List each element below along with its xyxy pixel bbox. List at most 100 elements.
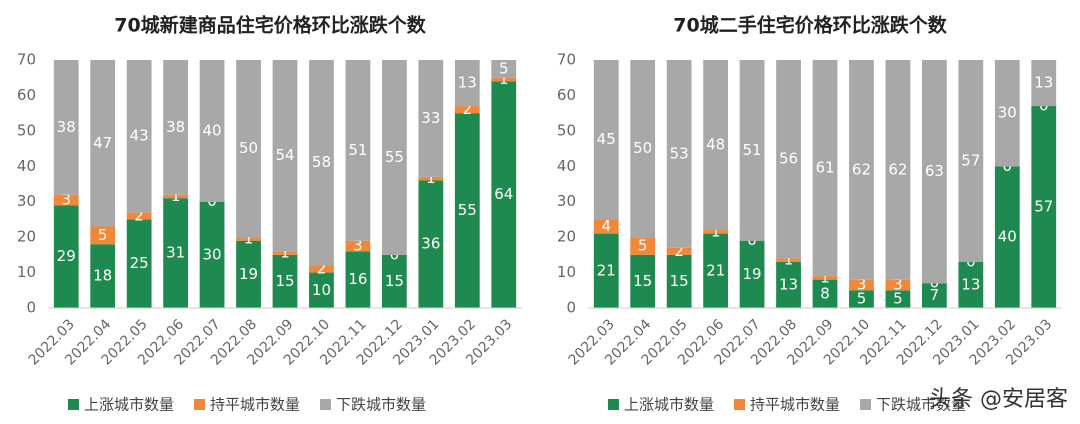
value-label: 5 bbox=[98, 226, 108, 244]
y-tick-label: 20 bbox=[557, 228, 576, 246]
bar-segment bbox=[345, 240, 371, 252]
value-label: 19 bbox=[743, 265, 762, 283]
bar-segment bbox=[418, 180, 444, 308]
bar-segment bbox=[345, 60, 371, 241]
y-tick-label: 10 bbox=[557, 263, 576, 281]
value-label: 61 bbox=[815, 159, 834, 177]
bar-segment bbox=[309, 272, 334, 308]
legend-swatch bbox=[608, 399, 619, 410]
y-tick-label: 40 bbox=[557, 157, 576, 175]
bar-segment bbox=[593, 233, 619, 308]
bar-segment bbox=[703, 230, 729, 234]
value-label: 1 bbox=[784, 251, 794, 269]
legend-swatch bbox=[860, 399, 872, 410]
value-label: 55 bbox=[458, 201, 477, 219]
bar-segment bbox=[236, 237, 261, 241]
bar-segment bbox=[994, 60, 1020, 167]
bar-segment bbox=[126, 219, 152, 308]
bar-segment bbox=[630, 60, 656, 238]
value-label: 51 bbox=[743, 141, 762, 159]
value-label: 15 bbox=[670, 272, 689, 290]
value-label: 19 bbox=[239, 265, 258, 283]
bar-segment bbox=[90, 60, 116, 227]
bar-segment bbox=[849, 279, 874, 291]
value-label: 62 bbox=[888, 160, 907, 178]
bar-segment bbox=[163, 60, 189, 195]
value-label: 5 bbox=[857, 290, 867, 308]
value-label: 3 bbox=[61, 190, 71, 208]
bar-segment bbox=[454, 60, 480, 107]
bar-segment bbox=[236, 240, 261, 308]
legend-swatch bbox=[194, 399, 206, 410]
value-label: 13 bbox=[779, 275, 798, 293]
bar-segment bbox=[199, 60, 225, 202]
bar-segment bbox=[418, 176, 444, 181]
bar-segment bbox=[666, 247, 692, 255]
value-label: 2 bbox=[674, 242, 684, 260]
y-tick-label: 0 bbox=[566, 299, 576, 317]
value-label: 38 bbox=[57, 118, 76, 136]
value-label: 10 bbox=[312, 281, 331, 299]
chart-title: 70城二手住宅价格环比涨跌个数 bbox=[673, 14, 947, 37]
legend-swatch bbox=[734, 399, 746, 410]
value-label: 56 bbox=[779, 150, 798, 168]
legend-label: 持平城市数量 bbox=[750, 396, 840, 414]
y-tick-label: 60 bbox=[17, 86, 36, 104]
bar-segment bbox=[776, 261, 801, 308]
chart-title: 70城新建商品住宅价格环比涨跌个数 bbox=[114, 14, 426, 37]
value-label: 7 bbox=[930, 286, 940, 304]
value-label: 25 bbox=[130, 254, 149, 272]
bar-segment bbox=[53, 205, 79, 308]
legend-label: 上涨城市数量 bbox=[624, 396, 714, 414]
bar-segment bbox=[593, 60, 619, 220]
value-label: 21 bbox=[706, 261, 725, 279]
value-label: 43 bbox=[130, 127, 149, 145]
value-label: 18 bbox=[93, 267, 112, 285]
value-label: 15 bbox=[633, 272, 652, 290]
bar-segment bbox=[345, 251, 371, 308]
value-label: 1 bbox=[171, 187, 181, 205]
bar-segment bbox=[381, 254, 407, 308]
legend-label: 下跌城市数量 bbox=[336, 396, 426, 414]
bar-segment bbox=[309, 60, 334, 266]
legend-label: 持平城市数量 bbox=[210, 396, 300, 414]
value-label: 48 bbox=[706, 136, 725, 154]
bar-segment bbox=[90, 244, 116, 308]
value-label: 55 bbox=[385, 148, 404, 166]
bar-segment bbox=[53, 60, 79, 195]
y-tick-label: 70 bbox=[17, 51, 36, 69]
legend-label: 上涨城市数量 bbox=[84, 396, 174, 414]
bar-segment bbox=[776, 258, 801, 262]
bar-segment bbox=[418, 60, 444, 177]
y-tick-label: 40 bbox=[17, 157, 36, 175]
value-label: 5 bbox=[893, 290, 903, 308]
value-label: 1 bbox=[426, 169, 436, 187]
bar-segment bbox=[90, 226, 116, 245]
bar-segment bbox=[199, 201, 225, 308]
bar-segment bbox=[163, 194, 189, 199]
value-label: 47 bbox=[93, 134, 112, 152]
bar-segment bbox=[812, 279, 838, 308]
bar-segment bbox=[1031, 106, 1057, 308]
value-label: 2 bbox=[463, 100, 473, 118]
bar-segment bbox=[703, 60, 729, 231]
value-label: 54 bbox=[275, 146, 294, 164]
value-label: 64 bbox=[494, 185, 513, 203]
bar-segment bbox=[272, 251, 298, 255]
bar-segment bbox=[849, 290, 874, 308]
value-label: 62 bbox=[852, 160, 871, 178]
bar-segment bbox=[666, 254, 692, 308]
value-label: 40 bbox=[203, 121, 222, 139]
bar-segment bbox=[454, 106, 480, 114]
bar-segment bbox=[491, 60, 517, 78]
value-label: 63 bbox=[925, 162, 944, 180]
legend-label: 下跌城市数量 bbox=[876, 396, 966, 414]
value-label: 5 bbox=[638, 237, 648, 255]
y-tick-label: 50 bbox=[557, 121, 576, 139]
legend-swatch bbox=[68, 399, 79, 410]
value-label: 40 bbox=[998, 228, 1017, 246]
value-label: 8 bbox=[820, 284, 830, 302]
bar-segment bbox=[921, 60, 947, 284]
bar-segment bbox=[739, 60, 765, 241]
